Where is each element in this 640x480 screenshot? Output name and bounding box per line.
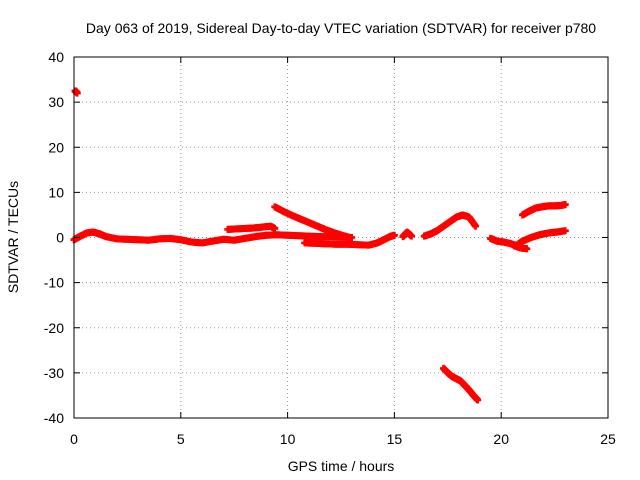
series-seg-i	[440, 364, 482, 404]
data-point	[523, 245, 531, 253]
data-point	[271, 224, 279, 232]
x-axis-label: GPS time / hours	[288, 458, 395, 474]
data-point	[474, 396, 482, 404]
series-seg-h	[420, 211, 480, 240]
data-point	[390, 231, 398, 239]
y-axis-label: SDTVAR / TECUs	[5, 181, 21, 293]
y-tick-label: 40	[48, 49, 64, 65]
series-seg-g	[399, 228, 415, 241]
data-point	[346, 234, 354, 241]
x-tick-label: 15	[387, 431, 403, 447]
data-point	[407, 232, 415, 240]
data-point	[561, 201, 569, 209]
y-tick-label: 10	[48, 184, 64, 200]
x-tick-label: 0	[70, 431, 78, 447]
y-tick-label: -20	[44, 320, 64, 336]
y-tick-labels: -40 -30 -20 -10 0 10 20 30 40	[44, 49, 64, 426]
y-tick-label: -10	[44, 275, 64, 291]
data-point	[73, 89, 81, 97]
data-point	[561, 227, 569, 235]
series-seg-l	[519, 201, 569, 219]
series-seg-c	[224, 222, 279, 233]
data-point	[472, 222, 480, 230]
series-seg-f	[301, 231, 398, 249]
axis-ticks	[73, 56, 609, 419]
y-tick-label: -40	[44, 410, 64, 426]
x-tick-label: 5	[177, 431, 185, 447]
chart-title: Day 063 of 2019, Sidereal Day-to-day VTE…	[86, 20, 596, 36]
y-tick-label: -30	[44, 365, 64, 381]
x-tick-labels: 0 5 10 15 20 25	[70, 431, 616, 447]
y-tick-label: 20	[48, 139, 64, 155]
series-seg-k	[510, 242, 531, 253]
y-tick-label: 0	[56, 230, 64, 246]
x-tick-label: 10	[280, 431, 296, 447]
x-tick-label: 25	[600, 431, 616, 447]
x-tick-label: 20	[493, 431, 509, 447]
series-seg-e	[271, 203, 354, 241]
series-seg-b	[70, 228, 270, 247]
data-points	[70, 87, 569, 404]
y-tick-label: 30	[48, 94, 64, 110]
series-seg-a	[71, 87, 81, 97]
